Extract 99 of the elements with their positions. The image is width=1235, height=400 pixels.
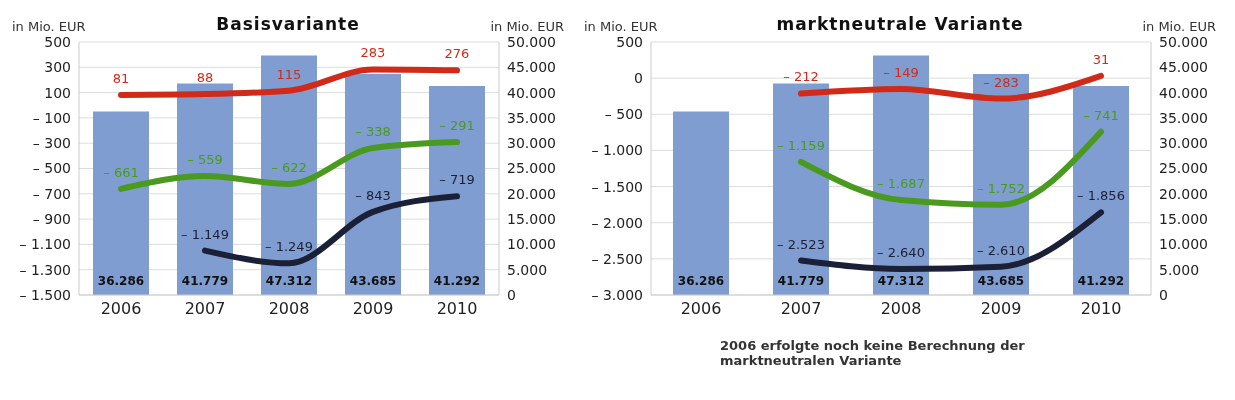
y-tick-label: – 1.500 — [19, 286, 71, 303]
chart-title: Basisvariante — [216, 14, 360, 34]
data-label: 283 — [360, 45, 386, 61]
y2-tick-label: 25.000 — [507, 160, 556, 177]
data-label: 31 — [1092, 51, 1110, 67]
data-label: – 2.610 — [977, 242, 1025, 258]
y-tick-label: – 1.300 — [19, 261, 71, 278]
x-tick-label: 2006 — [680, 299, 722, 319]
y2-tick-label: 0 — [1159, 286, 1168, 303]
data-label: – 843 — [355, 187, 391, 203]
data-label: 47.312 — [877, 274, 925, 288]
x-tick-label: 2006 — [100, 299, 142, 319]
data-label: – 661 — [103, 164, 139, 180]
y-tick-label: 500 — [44, 33, 71, 50]
y-tick-label: – 500 — [604, 106, 643, 123]
y2-tick-label: 0 — [507, 286, 516, 303]
data-label: 43.685 — [977, 274, 1025, 288]
data-label: 41.292 — [433, 274, 481, 288]
data-label: 41.779 — [181, 274, 229, 288]
y-tick-label: – 500 — [32, 160, 71, 177]
data-label: – 2.523 — [777, 236, 825, 252]
text: 2006 erfolgte noch keine Berechnung der marktneutralen Variante — [720, 338, 1026, 368]
y2-tick-label: 35.000 — [507, 109, 556, 126]
data-label: – 1.856 — [1077, 188, 1125, 204]
x-tick-label: 2007 — [780, 299, 822, 319]
y2-axis-title: in Mio. EUR — [490, 19, 564, 34]
data-label: 41.292 — [1077, 274, 1125, 288]
data-label: – 622 — [271, 159, 307, 175]
y-tick-label: – 1.100 — [19, 236, 71, 253]
data-label: 88 — [196, 70, 214, 86]
data-label: – 741 — [1083, 107, 1119, 123]
data-label: – 291 — [439, 118, 475, 134]
x-tick-label: 2010 — [436, 299, 478, 319]
data-label: 81 — [112, 71, 130, 86]
x-tick-label: 2008 — [880, 299, 922, 319]
y-tick-label: – 900 — [32, 211, 71, 228]
y-tick-label: – 100 — [32, 109, 71, 126]
y2-tick-label: 50.000 — [1159, 33, 1208, 50]
x-tick-label: 2009 — [980, 299, 1022, 319]
y2-tick-label: 25.000 — [1159, 160, 1208, 177]
y2-tick-label: 15.000 — [507, 211, 556, 228]
data-label: – 1.687 — [877, 176, 925, 192]
y2-tick-label: 40.000 — [1159, 84, 1208, 101]
y-tick-label: – 1.000 — [591, 142, 643, 159]
y2-tick-label: 45.000 — [507, 59, 556, 76]
y2-tick-label: 15.000 — [1159, 211, 1208, 228]
data-label: 115 — [276, 66, 302, 82]
bar — [429, 86, 485, 295]
data-label: 36.286 — [97, 274, 145, 288]
data-label: – 559 — [187, 151, 223, 167]
x-tick-label: 2009 — [352, 299, 394, 319]
y-tick-label: 100 — [44, 84, 71, 101]
data-label: – 1.149 — [181, 226, 229, 242]
data-label: – 719 — [439, 172, 475, 188]
y2-tick-label: 50.000 — [507, 33, 556, 50]
y2-tick-label: 5.000 — [1159, 261, 1200, 278]
data-label: 276 — [444, 46, 470, 62]
y2-tick-label: 20.000 — [507, 185, 556, 202]
bar — [673, 111, 729, 295]
y2-tick-label: 20.000 — [1159, 185, 1208, 202]
bar — [773, 83, 829, 295]
y2-tick-label: 45.000 — [1159, 59, 1208, 76]
x-tick-label: 2007 — [184, 299, 226, 319]
y-tick-label: – 2.500 — [591, 250, 643, 267]
bar — [93, 111, 149, 295]
y-tick-label: – 700 — [32, 185, 71, 202]
x-tick-label: 2010 — [1080, 299, 1122, 319]
y2-axis-title: in Mio. EUR — [1142, 19, 1216, 34]
bar — [1073, 86, 1129, 295]
y-axis-title: in Mio. EUR — [12, 19, 86, 34]
y2-tick-label: 35.000 — [1159, 109, 1208, 126]
data-label: – 338 — [355, 124, 391, 140]
data-label: – 212 — [783, 69, 819, 85]
y2-tick-label: 10.000 — [1159, 236, 1208, 253]
y-tick-label: 300 — [44, 59, 71, 76]
y2-tick-label: 10.000 — [507, 236, 556, 253]
data-label: – 1.752 — [977, 180, 1025, 196]
data-label: 36.286 — [677, 274, 725, 288]
y-axis-title: in Mio. EUR — [584, 19, 658, 34]
data-label: – 283 — [983, 74, 1019, 90]
y-tick-label: – 3.000 — [591, 286, 643, 303]
y-tick-label: – 1.500 — [591, 178, 643, 195]
y2-tick-label: 30.000 — [1159, 135, 1208, 152]
y-tick-label: 500 — [616, 33, 643, 50]
data-label: – 2.640 — [877, 244, 925, 260]
data-label: 43.685 — [349, 274, 397, 288]
y2-tick-label: 30.000 — [507, 135, 556, 152]
y2-tick-label: 40.000 — [507, 84, 556, 101]
data-label: – 1.249 — [265, 239, 313, 255]
data-label: 47.312 — [265, 274, 313, 288]
chart-title: marktneutrale Variante — [776, 14, 1024, 34]
data-label: 41.779 — [777, 274, 825, 288]
y-tick-label: 0 — [634, 70, 643, 87]
y-tick-label: – 2.000 — [591, 214, 643, 231]
y2-tick-label: 5.000 — [507, 261, 548, 278]
y-tick-label: – 300 — [32, 135, 71, 152]
data-label: – 1.159 — [777, 137, 825, 153]
x-tick-label: 2008 — [268, 299, 310, 319]
data-label: – 149 — [883, 64, 919, 80]
